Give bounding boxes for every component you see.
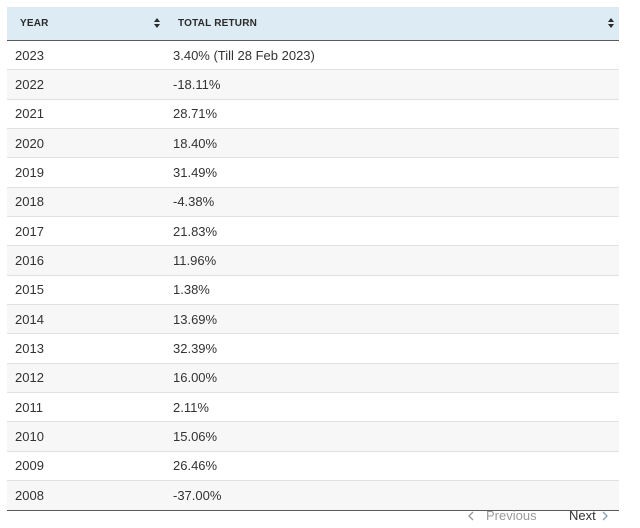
year-cell: 2018 bbox=[7, 187, 165, 218]
total-return-cell: -37.00% bbox=[165, 480, 619, 511]
year-cell: 2021 bbox=[7, 99, 165, 130]
table-header-row: YEAR TOTAL RETURN bbox=[7, 7, 619, 41]
year-cell: 2015 bbox=[7, 275, 165, 306]
table-row: 2016 11.96% bbox=[7, 245, 619, 276]
previous-label: Previous bbox=[486, 508, 537, 523]
year-cell: 2012 bbox=[7, 363, 165, 394]
total-return-cell: 32.39% bbox=[165, 333, 619, 364]
table-row: 2020 18.40% bbox=[7, 128, 619, 159]
table-body: 2023 3.40% (Till 28 Feb 2023) 2022 -18.11% 2… bbox=[7, 40, 619, 511]
year-cell: 2008 bbox=[7, 480, 165, 511]
table-row: 2012 16.00% bbox=[7, 363, 619, 394]
table-row: 2022 -18.11% bbox=[7, 69, 619, 100]
total-return-cell: 15.06% bbox=[165, 421, 619, 452]
table-row: 2010 15.06% bbox=[7, 421, 619, 452]
year-cell: 2017 bbox=[7, 216, 165, 247]
previous-button[interactable]: Previous bbox=[468, 508, 537, 523]
year-cell: 2011 bbox=[7, 392, 165, 423]
total-return-cell: 3.40% (Till 28 Feb 2023) bbox=[165, 40, 619, 71]
table-row: 2014 13.69% bbox=[7, 304, 619, 335]
sort-icon[interactable] bbox=[608, 18, 614, 28]
table-row: 2013 32.39% bbox=[7, 333, 619, 364]
total-return-cell: 1.38% bbox=[165, 275, 619, 306]
table-row: 2015 1.38% bbox=[7, 275, 619, 306]
annual-returns-table: YEAR TOTAL RETURN 2023 3.40% (Till 28 Feb… bbox=[7, 7, 619, 511]
total-return-cell: 2.11% bbox=[165, 392, 619, 423]
table-row: 2021 28.71% bbox=[7, 99, 619, 130]
year-cell: 2023 bbox=[7, 40, 165, 71]
column-header-year[interactable]: YEAR bbox=[7, 7, 165, 41]
total-return-cell: 31.49% bbox=[165, 157, 619, 188]
sort-icon[interactable] bbox=[154, 18, 160, 28]
annual-returns-table-container: YEAR TOTAL RETURN 2023 3.40% (Till 28 Feb… bbox=[7, 7, 619, 511]
total-return-cell: 18.40% bbox=[165, 128, 619, 159]
column-header-label: TOTAL RETURN bbox=[178, 18, 258, 29]
column-header-total-return[interactable]: TOTAL RETURN bbox=[165, 7, 619, 41]
chevron-left-icon bbox=[468, 511, 474, 520]
year-cell: 2020 bbox=[7, 128, 165, 159]
next-button[interactable]: Next bbox=[569, 508, 608, 523]
year-cell: 2016 bbox=[7, 245, 165, 276]
year-cell: 2009 bbox=[7, 451, 165, 482]
table-row: 2009 26.46% bbox=[7, 451, 619, 482]
pagination: Previous Next bbox=[0, 505, 640, 527]
year-cell: 2022 bbox=[7, 69, 165, 100]
table-row: 2011 2.11% bbox=[7, 392, 619, 423]
table-row: 2023 3.40% (Till 28 Feb 2023) bbox=[7, 40, 619, 71]
next-label: Next bbox=[569, 508, 596, 523]
total-return-cell: 26.46% bbox=[165, 451, 619, 482]
table-row: 2017 21.83% bbox=[7, 216, 619, 247]
year-cell: 2010 bbox=[7, 421, 165, 452]
total-return-cell: -18.11% bbox=[165, 69, 619, 100]
year-cell: 2013 bbox=[7, 333, 165, 364]
table-row: 2019 31.49% bbox=[7, 157, 619, 188]
total-return-cell: -4.38% bbox=[165, 187, 619, 218]
table-row: 2008 -37.00% bbox=[7, 480, 619, 511]
year-cell: 2014 bbox=[7, 304, 165, 335]
table-row: 2018 -4.38% bbox=[7, 187, 619, 218]
column-header-label: YEAR bbox=[20, 18, 49, 29]
year-cell: 2019 bbox=[7, 157, 165, 188]
total-return-cell: 21.83% bbox=[165, 216, 619, 247]
total-return-cell: 13.69% bbox=[165, 304, 619, 335]
chevron-right-icon bbox=[602, 511, 608, 520]
total-return-cell: 16.00% bbox=[165, 363, 619, 394]
total-return-cell: 11.96% bbox=[165, 245, 619, 276]
total-return-cell: 28.71% bbox=[165, 99, 619, 130]
